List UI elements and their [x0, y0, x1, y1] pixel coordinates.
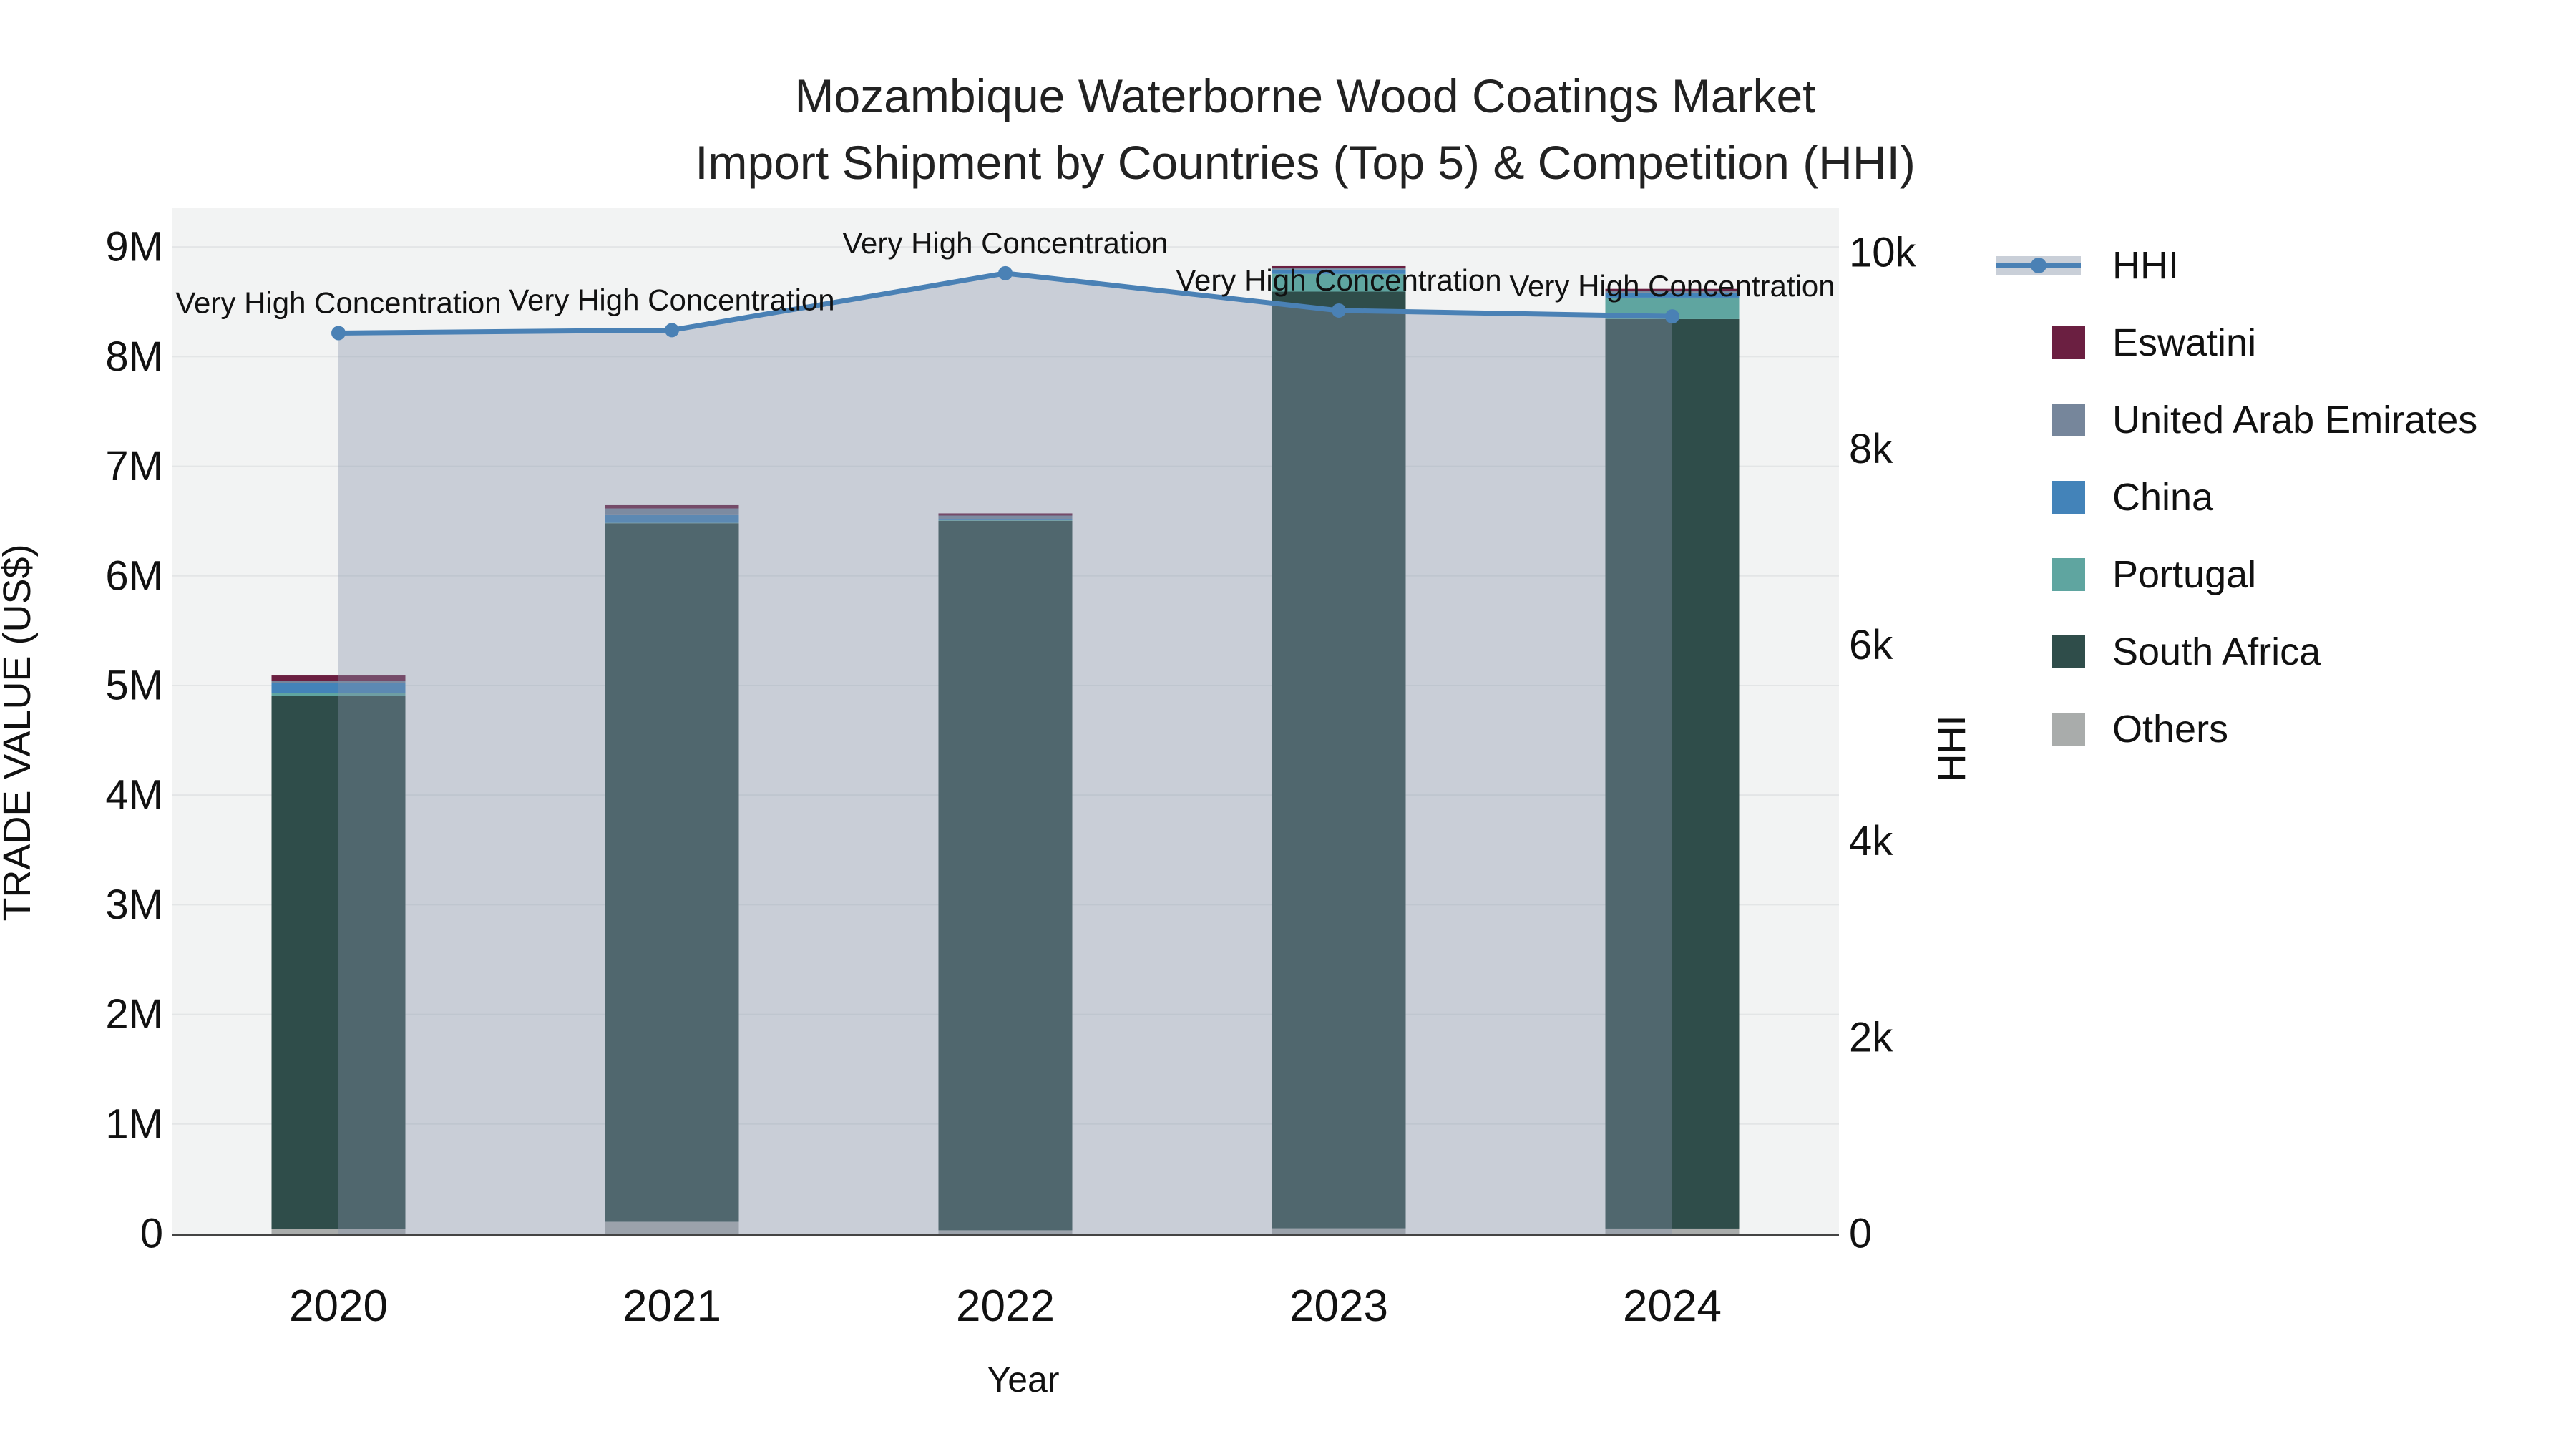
annotation-2024: Very High Concentration [1509, 269, 1835, 303]
bar-segment-2021-eswatini[interactable] [605, 504, 739, 509]
bar-segment-2024-others[interactable] [1605, 1228, 1740, 1234]
annotation-2022: Very High Concentration [842, 226, 1168, 260]
legend-label: United Arab Emirates [2112, 399, 2477, 441]
hhi-legend-marker-icon [2031, 258, 2046, 273]
bar-segment-2024-china[interactable] [1605, 292, 1740, 298]
xtick-2021: 2021 [623, 1282, 721, 1331]
legend-swatch-icon [2052, 326, 2085, 359]
ytick-right-0: 0 [1849, 1211, 1872, 1257]
legend-item-others[interactable]: Others [2052, 708, 2228, 751]
legend-item-china[interactable]: China [2052, 476, 2214, 519]
bar-segment-2023-china[interactable] [1272, 269, 1406, 274]
bar-segment-2020-united-arab-emirates[interactable] [271, 680, 406, 683]
bar-segment-2022-united-arab-emirates[interactable] [938, 515, 1073, 519]
ytick-left-0: 0 [140, 1211, 163, 1257]
bar-segment-2022-china[interactable] [938, 519, 1073, 520]
xtick-2024: 2024 [1623, 1282, 1722, 1331]
bar-segment-2020-china[interactable] [271, 682, 406, 694]
legend-swatch-icon [2052, 713, 2085, 746]
bar-segment-2023-portugal[interactable] [1272, 273, 1406, 292]
bar-segment-2022-south-africa[interactable] [938, 520, 1073, 1231]
legend-label: Eswatini [2112, 321, 2256, 364]
bar-segment-2020-eswatini[interactable] [271, 675, 406, 681]
y-axis-title-left: TRADE VALUE (US$) [0, 544, 39, 921]
legend-label: China [2112, 476, 2214, 519]
legend-label: Portugal [2112, 553, 2256, 596]
legend-label: HHI [2112, 244, 2179, 287]
bar-segment-2022-portugal[interactable] [938, 519, 1073, 521]
bar-segment-2024-united-arab-emirates[interactable] [1605, 291, 1740, 293]
legend-swatch-icon [2052, 558, 2085, 591]
ytick-right-6k: 6k [1849, 622, 1893, 668]
bar-segment-2021-portugal[interactable] [605, 522, 739, 524]
ytick-right-10k: 10k [1849, 230, 1917, 276]
hhi-area-fill [338, 273, 1672, 1234]
bar-segment-2021-south-africa[interactable] [605, 523, 739, 1222]
legend-item-portugal[interactable]: Portugal [2052, 553, 2256, 596]
ytick-left-8M: 8M [105, 333, 163, 380]
hhi-marker-2023[interactable] [1332, 303, 1346, 318]
ytick-left-4M: 4M [105, 772, 163, 819]
y-axis-title-right: HHI [1931, 716, 1974, 782]
xtick-2020: 2020 [289, 1282, 388, 1331]
legend-item-south-africa[interactable]: South Africa [2052, 630, 2321, 673]
annotation-2020: Very High Concentration [175, 286, 501, 319]
annotation-2023: Very High Concentration [1176, 263, 1501, 297]
bar-segment-2023-others[interactable] [1272, 1228, 1406, 1234]
legend-label: Others [2112, 708, 2228, 751]
ytick-left-1M: 1M [105, 1101, 163, 1147]
hhi-marker-2024[interactable] [1665, 309, 1679, 324]
bar-segment-2020-south-africa[interactable] [271, 696, 406, 1229]
xtick-2022: 2022 [956, 1282, 1055, 1331]
x-axis-title: Year [987, 1360, 1059, 1400]
legend-item-united-arab-emirates[interactable]: United Arab Emirates [2052, 399, 2477, 441]
bar-segment-2020-portugal[interactable] [271, 693, 406, 696]
ytick-left-2M: 2M [105, 991, 163, 1038]
annotation-2021: Very High Concentration [509, 283, 834, 316]
ytick-left-9M: 9M [105, 224, 163, 270]
legend-item-hhi[interactable]: HHI [1996, 244, 2179, 287]
bar-segment-2022-others[interactable] [938, 1230, 1073, 1234]
bar-segment-2021-china[interactable] [605, 514, 739, 523]
ytick-right-2k: 2k [1849, 1014, 1893, 1060]
legend-swatch-icon [2052, 635, 2085, 668]
bar-segment-2023-south-africa[interactable] [1272, 291, 1406, 1229]
legend-item-eswatini[interactable]: Eswatini [2052, 321, 2256, 364]
hhi-marker-2022[interactable] [998, 265, 1013, 280]
bar-segment-2021-united-arab-emirates[interactable] [605, 508, 739, 515]
ytick-right-4k: 4k [1849, 818, 1893, 864]
xtick-2023: 2023 [1289, 1282, 1388, 1331]
legend-swatch-icon [2052, 404, 2085, 436]
bar-segment-2024-south-africa[interactable] [1605, 318, 1740, 1229]
ytick-left-5M: 5M [105, 662, 163, 708]
legend-swatch-icon [2052, 481, 2085, 514]
bar-segment-2020-others[interactable] [271, 1229, 406, 1234]
bar-segment-2024-eswatini[interactable] [1605, 288, 1740, 291]
bar-segment-2023-eswatini[interactable] [1272, 265, 1406, 268]
ytick-left-3M: 3M [105, 882, 163, 928]
ytick-left-6M: 6M [105, 552, 163, 599]
bar-segment-2023-united-arab-emirates[interactable] [1272, 268, 1406, 270]
hhi-marker-2020[interactable] [331, 326, 346, 341]
ytick-right-8k: 8k [1849, 426, 1893, 472]
bar-segment-2021-others[interactable] [605, 1221, 739, 1234]
ytick-left-7M: 7M [105, 443, 163, 489]
legend-label: South Africa [2112, 630, 2321, 673]
bar-segment-2022-eswatini[interactable] [938, 513, 1073, 516]
hhi-marker-2021[interactable] [665, 323, 679, 338]
